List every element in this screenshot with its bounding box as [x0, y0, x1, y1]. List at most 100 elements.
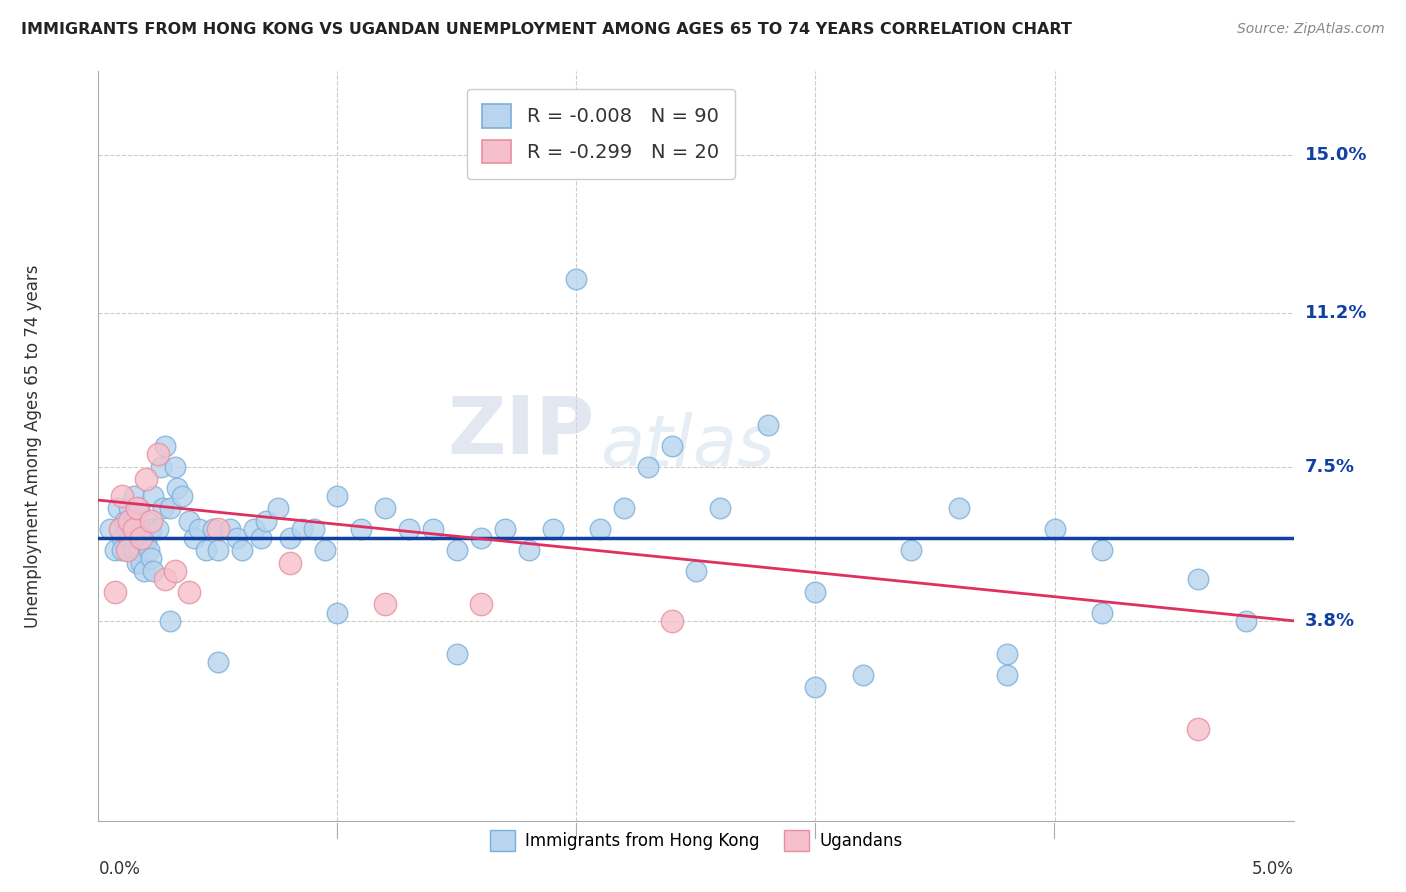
Point [135, 472, 157, 486]
Point [115, 543, 138, 558]
Text: ZIP: ZIP [447, 392, 595, 470]
Point [179, 584, 201, 599]
Text: 0.0%: 0.0% [98, 860, 141, 878]
Point [995, 668, 1018, 682]
Point [148, 447, 170, 461]
Point [104, 543, 127, 558]
Point [470, 597, 492, 611]
Point [121, 522, 143, 536]
Point [948, 501, 970, 516]
Point [207, 656, 229, 670]
Point [108, 522, 131, 536]
Point [422, 522, 444, 536]
Point [661, 614, 683, 628]
Point [111, 543, 134, 558]
Point [589, 522, 612, 536]
Point [278, 556, 301, 570]
Point [685, 564, 707, 578]
Point [1187, 722, 1209, 736]
Point [250, 531, 273, 545]
Point [494, 522, 516, 536]
Text: 3.8%: 3.8% [1305, 612, 1355, 630]
Point [852, 668, 875, 682]
Point [98, 522, 122, 536]
Point [231, 543, 253, 558]
Point [118, 514, 141, 528]
Point [135, 534, 157, 549]
Point [1091, 606, 1114, 620]
Point [326, 489, 349, 503]
Point [183, 531, 205, 545]
Text: Unemployment Among Ages 65 to 74 years: Unemployment Among Ages 65 to 74 years [24, 264, 42, 628]
Point [155, 439, 177, 453]
Text: 7.5%: 7.5% [1305, 458, 1354, 475]
Point [613, 501, 636, 516]
Point [900, 543, 922, 558]
Point [637, 459, 659, 474]
Point [124, 522, 146, 536]
Point [278, 531, 301, 545]
Point [398, 522, 420, 536]
Point [207, 522, 229, 536]
Point [124, 514, 146, 528]
Point [446, 543, 468, 558]
Point [124, 543, 146, 558]
Point [172, 489, 194, 503]
Point [195, 543, 218, 558]
Point [128, 501, 150, 516]
Point [291, 522, 314, 536]
Point [118, 501, 141, 516]
Point [148, 522, 170, 536]
Text: 11.2%: 11.2% [1305, 304, 1367, 322]
Point [1187, 572, 1209, 586]
Point [132, 564, 155, 578]
Point [226, 531, 249, 545]
Point [661, 439, 683, 453]
Point [104, 584, 127, 599]
Point [131, 531, 153, 545]
Point [1091, 543, 1114, 558]
Text: 5.0%: 5.0% [1251, 860, 1294, 878]
Point [517, 543, 540, 558]
Point [131, 556, 153, 570]
Point [149, 459, 172, 474]
Point [243, 522, 266, 536]
Point [219, 522, 242, 536]
Point [111, 531, 134, 545]
Point [166, 481, 188, 495]
Point [159, 614, 181, 628]
Text: Source: ZipAtlas.com: Source: ZipAtlas.com [1237, 22, 1385, 37]
Point [135, 514, 157, 528]
Point [326, 606, 349, 620]
Point [152, 501, 174, 516]
Point [155, 572, 177, 586]
Point [446, 647, 468, 661]
Point [139, 551, 162, 566]
Point [709, 501, 731, 516]
Point [108, 522, 131, 536]
Text: 15.0%: 15.0% [1305, 145, 1367, 163]
Point [374, 501, 396, 516]
Point [128, 531, 150, 545]
Point [138, 543, 160, 558]
Point [315, 543, 337, 558]
Point [124, 489, 146, 503]
Point [302, 522, 325, 536]
Point [139, 522, 162, 536]
Point [111, 489, 134, 503]
Point [1234, 614, 1257, 628]
Legend: Immigrants from Hong Kong, Ugandans: Immigrants from Hong Kong, Ugandans [482, 823, 910, 857]
Point [125, 522, 148, 536]
Point [115, 522, 138, 536]
Point [202, 522, 225, 536]
Point [107, 501, 129, 516]
Point [142, 564, 165, 578]
Point [756, 418, 779, 433]
Point [142, 489, 165, 503]
Point [541, 522, 564, 536]
Point [163, 564, 186, 578]
Point [115, 543, 138, 558]
Point [1043, 522, 1066, 536]
Point [163, 459, 186, 474]
Point [350, 522, 373, 536]
